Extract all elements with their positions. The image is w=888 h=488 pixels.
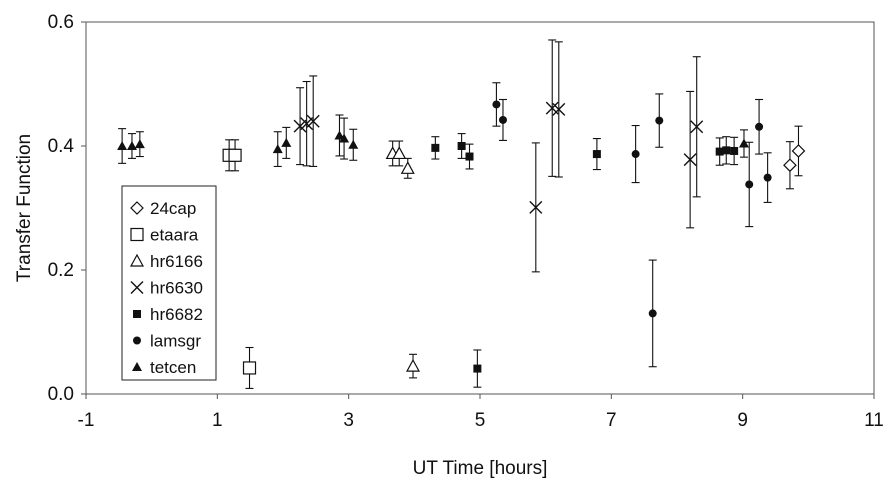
data-point-hr6682: [431, 143, 440, 152]
data-points: [117, 39, 806, 389]
data-point-tetcen: [126, 141, 137, 150]
legend-marker-hr6682: [133, 310, 141, 318]
legend-marker-tetcen: [132, 362, 142, 371]
data-point-lamsgr: [755, 122, 764, 131]
data-point-tetcen: [281, 137, 292, 147]
x-tick-label: 7: [606, 410, 617, 431]
data-point-lamsgr: [492, 100, 501, 109]
data-point-hr6630: [552, 102, 566, 116]
data-point-tetcen: [134, 139, 145, 149]
series-24cap: [783, 125, 806, 190]
series-etaara: [222, 139, 257, 389]
x-tick-label: 9: [737, 410, 748, 431]
data-point-hr6630: [529, 200, 543, 214]
series-tetcen: [117, 114, 749, 168]
legend-label-hr6166: hr6166: [150, 252, 203, 271]
x-tick-label: 5: [475, 410, 486, 431]
data-point-lamsgr: [498, 115, 507, 124]
legend-marker-lamsgr: [133, 336, 141, 345]
y-tick-label: 0.2: [48, 260, 74, 281]
x-tick-label: -1: [78, 410, 95, 431]
data-point-hr6166: [406, 358, 421, 372]
y-tick-label: 0.4: [48, 136, 75, 157]
data-point-hr6630: [293, 119, 307, 133]
legend-items: 24cap etaara hr6166 hr6630 hr6682 lamsgr tetce…: [129, 199, 203, 377]
legend-label-24cap: 24cap: [150, 199, 196, 218]
data-point-lamsgr: [745, 180, 754, 189]
data-point-hr6682: [722, 146, 731, 155]
data-point-lamsgr: [631, 150, 640, 159]
data-point-tetcen: [348, 139, 359, 149]
data-point-24cap: [783, 158, 797, 173]
legend-marker-24cap: [130, 201, 144, 215]
data-point-hr6682: [715, 147, 724, 156]
data-point-hr6630: [306, 114, 320, 128]
legend-label-hr6630: hr6630: [150, 279, 203, 298]
data-point-hr6630: [683, 153, 697, 167]
y-tick-label: 0.0: [48, 384, 74, 405]
x-tick-label: 11: [864, 410, 884, 431]
data-point-lamsgr: [648, 309, 657, 318]
data-point-hr6682: [730, 146, 739, 155]
legend: 24cap etaara hr6166 hr6630 hr6682 lamsgr tetce…: [121, 185, 217, 381]
data-point-24cap: [791, 144, 806, 158]
data-point-hr6630: [300, 117, 314, 131]
series-hr6166: [385, 140, 421, 379]
legend-label-lamsgr: lamsgr: [150, 332, 201, 351]
legend-label-tetcen: tetcen: [150, 358, 196, 377]
data-point-hr6682: [465, 152, 474, 161]
data-point-hr6682: [473, 364, 482, 373]
series-hr6630: [293, 39, 704, 273]
data-point-hr6682: [592, 150, 601, 159]
data-point-lamsgr: [763, 173, 772, 182]
legend-box: [121, 185, 217, 381]
x-axis-title: UT Time [hours]: [413, 458, 548, 479]
data-point-tetcen: [334, 130, 345, 140]
data-point-etaara: [242, 361, 257, 375]
legend-label-hr6682: hr6682: [150, 305, 203, 324]
x-tick-label: 1: [212, 410, 223, 431]
data-point-lamsgr: [655, 116, 664, 125]
y-axis-ticks: 0.0 0.2 0.4 0.6: [48, 12, 86, 405]
data-point-hr6166: [400, 161, 415, 174]
series-hr6682: [431, 133, 739, 388]
legend-label-etaara: etaara: [150, 226, 199, 245]
x-axis-ticks: -1 1 3 5 7 9 11: [78, 394, 884, 431]
legend-marker-hr6630: [130, 281, 144, 294]
data-point-tetcen: [738, 138, 749, 148]
data-point-tetcen: [339, 133, 350, 143]
data-point-tetcen: [272, 144, 283, 154]
data-point-hr6682: [457, 142, 466, 150]
x-tick-label: 3: [343, 410, 354, 431]
data-point-etaara: [228, 148, 242, 162]
legend-marker-hr6166: [129, 253, 145, 267]
data-point-hr6630: [690, 120, 704, 134]
data-point-tetcen: [117, 141, 128, 150]
legend-marker-etaara: [130, 227, 144, 242]
data-point-hr6166: [392, 146, 407, 160]
y-tick-label: 0.6: [48, 12, 74, 33]
y-axis-title: Transfer Function: [14, 134, 35, 282]
series-lamsgr: [492, 82, 772, 368]
plot-area: [85, 21, 875, 395]
